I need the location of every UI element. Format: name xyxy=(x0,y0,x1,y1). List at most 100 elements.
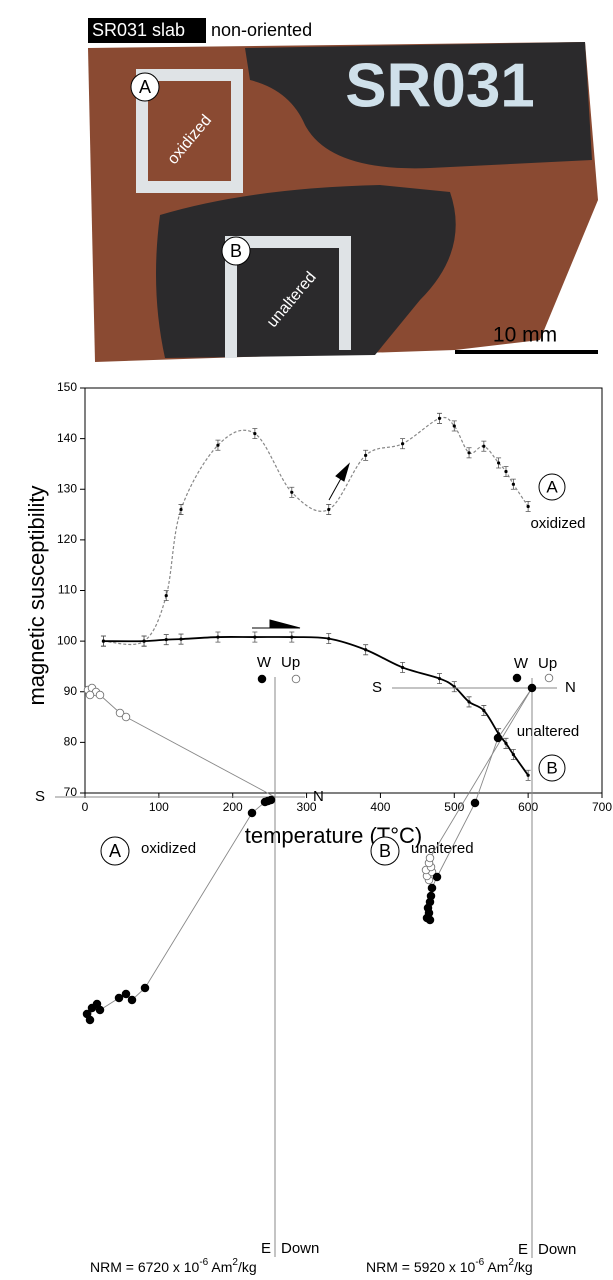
series-line xyxy=(86,799,272,1022)
scale-label: 10 mm xyxy=(493,324,557,347)
point xyxy=(504,469,508,474)
y-tick-label: 110 xyxy=(58,583,77,597)
point xyxy=(432,872,442,882)
series-line xyxy=(103,416,529,646)
point xyxy=(482,708,486,713)
marker-label: B xyxy=(379,841,391,861)
point xyxy=(179,507,183,512)
note-part: Am xyxy=(208,1259,232,1275)
point xyxy=(85,690,95,700)
marker-label: A xyxy=(109,841,121,861)
annotation: B xyxy=(546,758,557,777)
note: NRM = 5920 x 10-6 Am2/kg xyxy=(366,1257,533,1275)
note-part: -6 xyxy=(475,1257,484,1268)
photo-marker: A xyxy=(139,77,151,97)
point xyxy=(85,1015,95,1025)
x-tick-label: 300 xyxy=(297,800,317,814)
note-part: 2 xyxy=(232,1257,238,1268)
axis-label: W xyxy=(257,654,272,671)
annotation: oxidized xyxy=(530,515,585,532)
point xyxy=(511,752,515,757)
series-line xyxy=(103,636,529,776)
annotation-circle xyxy=(538,473,566,501)
point xyxy=(504,741,508,745)
point xyxy=(511,482,515,486)
point xyxy=(257,674,267,684)
note-part: /kg xyxy=(238,1259,257,1275)
annotation-circle xyxy=(538,754,566,782)
note-part: NRM = 6720 x 10 xyxy=(90,1259,200,1275)
note: NRM = 6720 x 10-6 Am2/kg xyxy=(90,1257,257,1275)
point xyxy=(425,853,435,863)
point xyxy=(400,665,405,670)
panel-title: unaltered xyxy=(411,840,474,857)
note-part: NRM = 5920 x 10 xyxy=(366,1259,476,1275)
point xyxy=(497,461,501,465)
annotation: A xyxy=(546,477,558,496)
point xyxy=(216,635,220,639)
point xyxy=(452,685,456,689)
panel-title: oxidized xyxy=(141,840,196,857)
point xyxy=(115,708,125,718)
note-part: Am xyxy=(484,1259,508,1275)
note-part: -6 xyxy=(199,1257,208,1268)
photo-label: SR031 slab xyxy=(92,20,185,40)
axis-label: E xyxy=(261,1240,271,1257)
point xyxy=(95,690,105,700)
point xyxy=(247,808,257,818)
point xyxy=(164,593,168,598)
x-tick-label: 700 xyxy=(592,800,612,814)
point xyxy=(114,993,124,1003)
y-tick-label: 140 xyxy=(57,431,77,445)
origin-connector xyxy=(429,687,533,859)
axis-label: S xyxy=(35,788,45,805)
note-part: 2 xyxy=(508,1257,514,1268)
x-tick-label: 400 xyxy=(370,800,390,814)
x-tick-label: 200 xyxy=(223,800,243,814)
point xyxy=(253,431,257,436)
point xyxy=(526,773,530,777)
point xyxy=(290,635,294,639)
point xyxy=(140,983,150,993)
point xyxy=(437,416,442,420)
y-tick-label: 120 xyxy=(57,532,77,546)
point xyxy=(95,1005,105,1015)
marker-circle xyxy=(221,236,251,266)
arrow xyxy=(252,619,301,629)
axis-label: Up xyxy=(538,655,557,672)
x-tick-label: 500 xyxy=(444,800,464,814)
axis-label: E xyxy=(518,1241,528,1258)
point xyxy=(452,424,456,428)
point xyxy=(364,648,368,652)
axis-label: Down xyxy=(281,1240,319,1257)
photo-marker: B xyxy=(230,241,242,261)
dark-region xyxy=(245,42,592,169)
axis-label: S xyxy=(372,679,382,696)
marker-circle xyxy=(370,836,400,866)
x-tick-label: 0 xyxy=(82,800,89,814)
y-axis-label: magnetic susceptibility xyxy=(24,485,49,705)
y-tick-label: 130 xyxy=(57,481,77,495)
point xyxy=(544,673,554,683)
point xyxy=(142,639,146,643)
point xyxy=(101,639,106,643)
point xyxy=(493,733,503,743)
point xyxy=(291,674,301,684)
point xyxy=(467,700,471,704)
point xyxy=(527,683,537,693)
point xyxy=(127,995,137,1005)
marker-square xyxy=(225,236,351,358)
axis-label: Up xyxy=(281,654,300,671)
marker-circle xyxy=(100,836,130,866)
point xyxy=(526,504,530,509)
point xyxy=(290,490,294,494)
photo: SR031 slab non-oriented A B oxidized una… xyxy=(88,18,598,362)
point xyxy=(470,798,480,808)
point xyxy=(216,443,220,447)
label-box xyxy=(88,18,206,43)
photo-caption: non-oriented xyxy=(211,20,312,40)
axis-label: W xyxy=(514,655,529,672)
x-tick-label: 600 xyxy=(518,800,538,814)
marker-circle xyxy=(130,72,160,102)
